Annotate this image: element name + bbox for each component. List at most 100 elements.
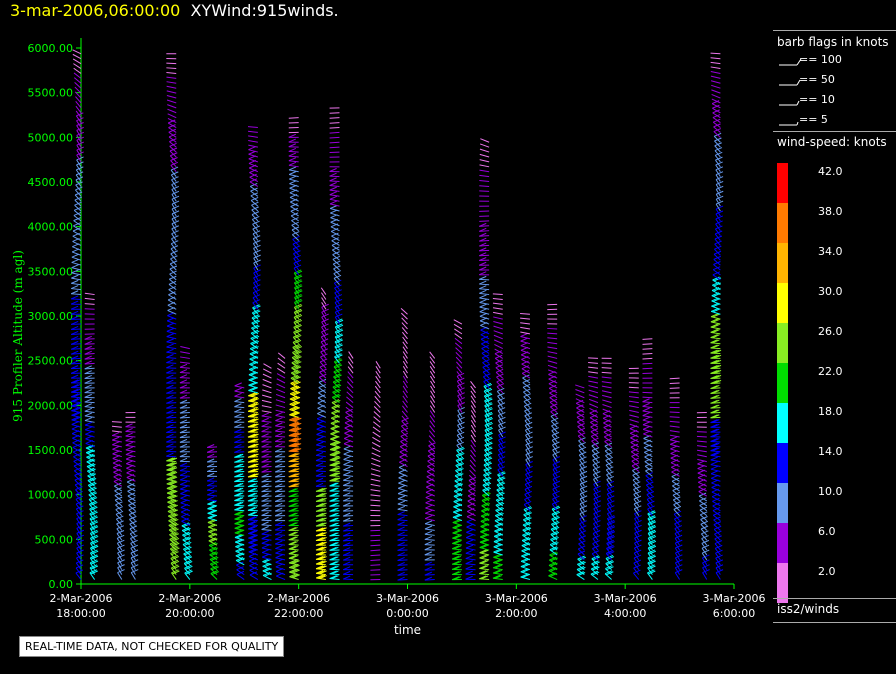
wind-barb: [634, 532, 640, 541]
wind-barb: [334, 307, 340, 315]
wind-barb: [577, 426, 585, 433]
wind-barb: [429, 410, 436, 418]
wind-barb: [604, 450, 612, 458]
wind-barb: [470, 424, 476, 433]
wind-barb: [329, 449, 340, 453]
wind-barb: [578, 538, 585, 546]
wind-barb: [402, 365, 408, 374]
barb-flag: [247, 468, 256, 473]
barb-flag: [479, 247, 487, 252]
barb-flag: [593, 490, 601, 495]
wind-barb: [575, 389, 585, 394]
barb-flag: [166, 424, 174, 429]
wind-barb: [457, 420, 463, 428]
barb-flag: [710, 414, 718, 419]
wind-barb: [75, 489, 82, 497]
barb-flag: [84, 345, 92, 350]
wind-barb: [466, 516, 476, 522]
wind-barb: [575, 402, 585, 409]
barb-flag: [70, 330, 79, 335]
wind-barb: [606, 508, 612, 516]
wind-barb: [710, 326, 721, 330]
wind-barb: [261, 466, 272, 468]
barb-flag: [524, 522, 532, 527]
wind-barb: [642, 348, 653, 350]
wind-barb: [262, 394, 272, 399]
barb-flag: [166, 471, 174, 476]
wind-barb: [249, 348, 259, 354]
barb-flag: [579, 500, 588, 505]
wind-barb: [577, 430, 585, 438]
barb-flag: [579, 475, 588, 480]
wind-barb: [116, 528, 123, 536]
barb-flag: [634, 524, 642, 529]
barb-flag: [76, 554, 84, 559]
barb-flag: [210, 547, 218, 552]
wind-barb: [578, 449, 585, 458]
wind-barb: [329, 122, 340, 124]
barb-flag: [333, 389, 342, 394]
wind-barb: [713, 135, 721, 143]
wind-barb: [548, 369, 558, 374]
wind-barb: [456, 449, 463, 458]
wind-barb: [548, 575, 558, 580]
wind-barb: [642, 338, 653, 340]
wind-barb: [401, 410, 408, 418]
barb-flag: [334, 294, 343, 299]
barb-flag: [293, 443, 302, 447]
barb-flag: [523, 532, 531, 537]
wind-barb: [86, 461, 95, 467]
wind-barb: [252, 238, 259, 246]
barb-flag: [288, 138, 296, 143]
wind-barb: [631, 465, 640, 472]
barb-flag: [457, 416, 465, 421]
barb-flag: [331, 399, 340, 404]
barb-flag: [236, 561, 244, 566]
wind-barb: [711, 300, 721, 305]
wind-barb: [235, 546, 245, 551]
x-tick-label: 3-Mar-2006: [376, 592, 439, 605]
barb-flag: [125, 441, 133, 446]
barb-flag: [457, 377, 465, 382]
wind-barb: [591, 553, 599, 561]
barb-flag: [84, 370, 92, 375]
barb-flag: [494, 559, 503, 564]
barb-flag: [701, 530, 709, 535]
wind-barb: [275, 543, 286, 546]
barb-flag: [579, 480, 588, 485]
barb-flag: [292, 365, 301, 370]
barb-flag: [335, 344, 343, 349]
barb-flag: [288, 478, 296, 483]
barb-flag: [288, 152, 297, 157]
wind-barb: [248, 379, 259, 384]
wind-barb: [347, 366, 354, 374]
wind-barb: [329, 529, 340, 532]
wind-barb: [645, 475, 653, 482]
wind-barb: [89, 513, 96, 521]
barb-flag: [522, 521, 531, 526]
wind-barb: [250, 332, 259, 340]
barb-flag: [576, 571, 584, 576]
barb-flag: [127, 483, 135, 488]
wind-barb: [455, 356, 463, 364]
wind-barb: [84, 424, 95, 428]
x-tick-label: 18:00:00: [56, 607, 105, 620]
wind-barb: [547, 327, 558, 330]
wind-barb: [452, 558, 462, 561]
wind-barb: [71, 288, 82, 291]
barb-flag: [70, 379, 79, 384]
barb-flag: [579, 510, 588, 515]
barb-flag: [206, 477, 215, 482]
barb-flag: [715, 195, 724, 200]
barb-flag: [484, 446, 492, 451]
barb-flag: [247, 506, 256, 511]
barb-flag: [184, 569, 192, 574]
wind-barb: [261, 461, 272, 463]
wind-barb: [182, 534, 191, 541]
wind-barb: [452, 532, 463, 536]
wind-barb: [71, 419, 82, 423]
barb-flag: [485, 403, 493, 408]
barb-flag: [84, 393, 92, 398]
barb-flag: [342, 570, 351, 575]
barb-flag: [73, 217, 81, 222]
